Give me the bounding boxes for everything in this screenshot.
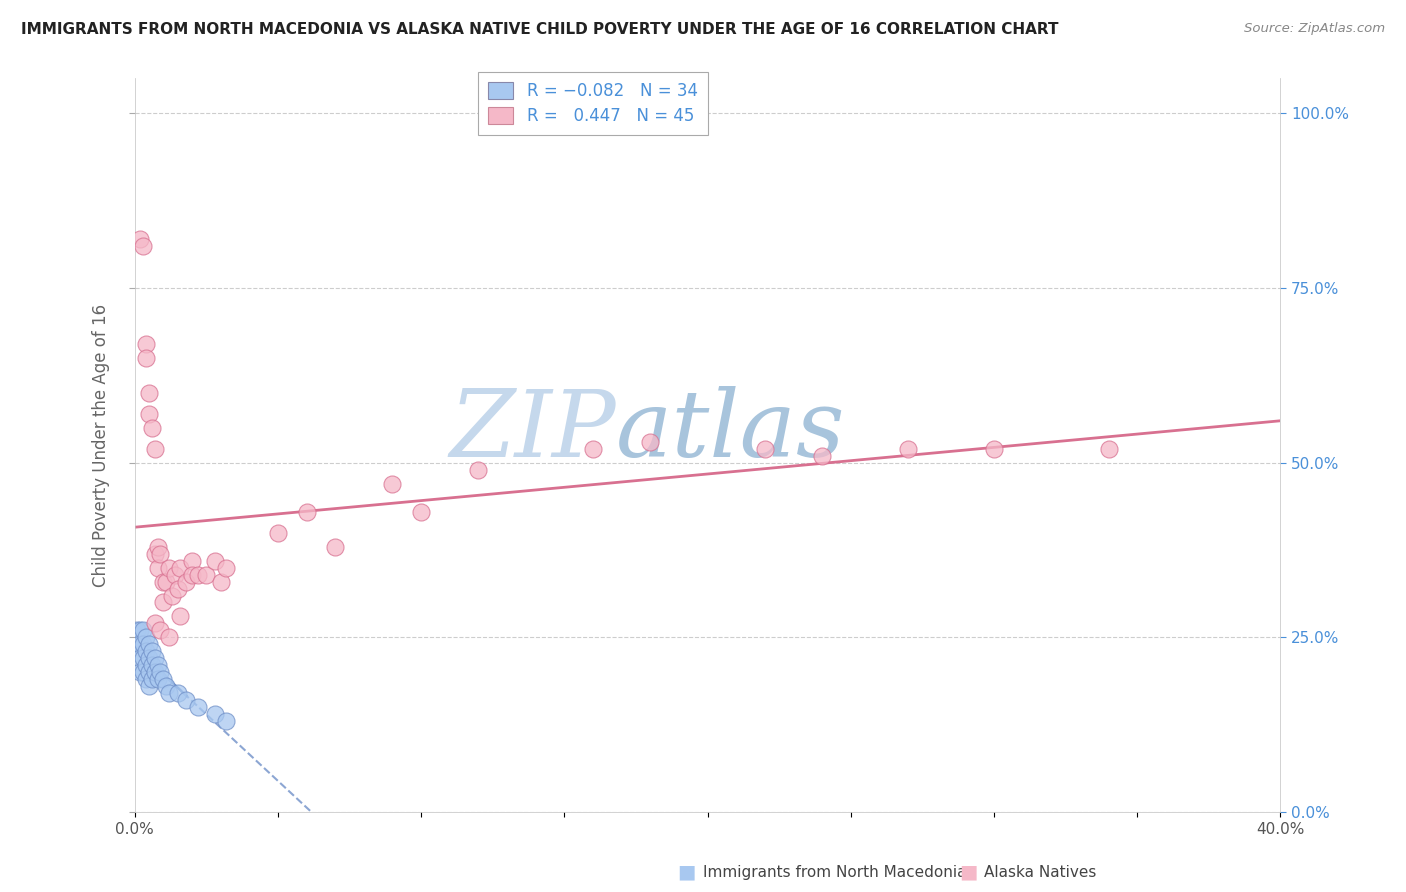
Point [138, 407, 160, 421]
Point [181, 553, 204, 567]
Point [267, 525, 290, 540]
Point [157, 560, 180, 574]
Point [146, 658, 169, 673]
Point [467, 463, 489, 477]
Point [135, 673, 157, 687]
Point [143, 547, 166, 561]
Point [129, 665, 152, 680]
Point [754, 442, 776, 456]
Point [409, 505, 432, 519]
Point [135, 631, 157, 645]
Point [295, 505, 318, 519]
Point [132, 624, 155, 638]
Text: Alaska Natives: Alaska Natives [984, 865, 1097, 880]
Point [146, 560, 169, 574]
Point [135, 337, 157, 351]
Point [143, 665, 166, 680]
Text: ■: ■ [678, 863, 703, 882]
Point [135, 644, 157, 658]
Point [129, 651, 152, 665]
Point [141, 658, 163, 673]
Point [638, 434, 661, 449]
Point [169, 609, 191, 624]
Point [897, 442, 920, 456]
Point [129, 232, 152, 246]
Point [146, 673, 169, 687]
Point [381, 476, 404, 491]
Point [132, 665, 155, 680]
Point [138, 651, 160, 665]
Point [132, 651, 155, 665]
Point [138, 637, 160, 651]
Point [143, 651, 166, 665]
Point [138, 665, 160, 680]
Text: ■: ■ [959, 863, 984, 882]
Point [135, 351, 157, 365]
Point [132, 239, 155, 253]
Point [127, 624, 149, 638]
Point [169, 560, 191, 574]
Text: ZIP: ZIP [450, 385, 616, 475]
Point [983, 442, 1005, 456]
Point [174, 693, 197, 707]
Text: Source: ZipAtlas.com: Source: ZipAtlas.com [1244, 22, 1385, 36]
Point [187, 567, 209, 582]
Point [204, 707, 226, 722]
Point [146, 540, 169, 554]
Text: Immigrants from North Macedonia: Immigrants from North Macedonia [703, 865, 966, 880]
Point [215, 714, 238, 729]
Point [135, 658, 157, 673]
Point [141, 421, 163, 435]
Point [129, 637, 152, 651]
Point [152, 673, 174, 687]
Point [141, 644, 163, 658]
Y-axis label: Child Poverty Under the Age of 16: Child Poverty Under the Age of 16 [93, 303, 110, 587]
Point [181, 567, 204, 582]
Point [155, 574, 177, 589]
Point [138, 679, 160, 693]
Point [138, 385, 160, 400]
Point [157, 631, 180, 645]
Point [204, 553, 226, 567]
Point [141, 673, 163, 687]
Point [143, 616, 166, 631]
Point [174, 574, 197, 589]
Point [187, 700, 209, 714]
Point [166, 686, 188, 700]
Point [811, 449, 834, 463]
Point [209, 574, 232, 589]
Point [160, 589, 183, 603]
Point [149, 665, 172, 680]
Point [129, 624, 152, 638]
Point [1097, 442, 1119, 456]
Point [323, 540, 346, 554]
Point [152, 574, 174, 589]
Point [149, 547, 172, 561]
Point [215, 560, 238, 574]
Point [195, 567, 218, 582]
Text: IMMIGRANTS FROM NORTH MACEDONIA VS ALASKA NATIVE CHILD POVERTY UNDER THE AGE OF : IMMIGRANTS FROM NORTH MACEDONIA VS ALASK… [21, 22, 1059, 37]
Point [166, 582, 188, 596]
Legend: R = −0.082   N = 34, R =   0.447   N = 45: R = −0.082 N = 34, R = 0.447 N = 45 [478, 72, 707, 135]
Point [582, 442, 605, 456]
Point [132, 637, 155, 651]
Point [127, 637, 149, 651]
Point [155, 679, 177, 693]
Point [143, 442, 166, 456]
Text: atlas: atlas [616, 385, 845, 475]
Point [163, 567, 186, 582]
Point [149, 624, 172, 638]
Point [157, 686, 180, 700]
Point [152, 595, 174, 609]
